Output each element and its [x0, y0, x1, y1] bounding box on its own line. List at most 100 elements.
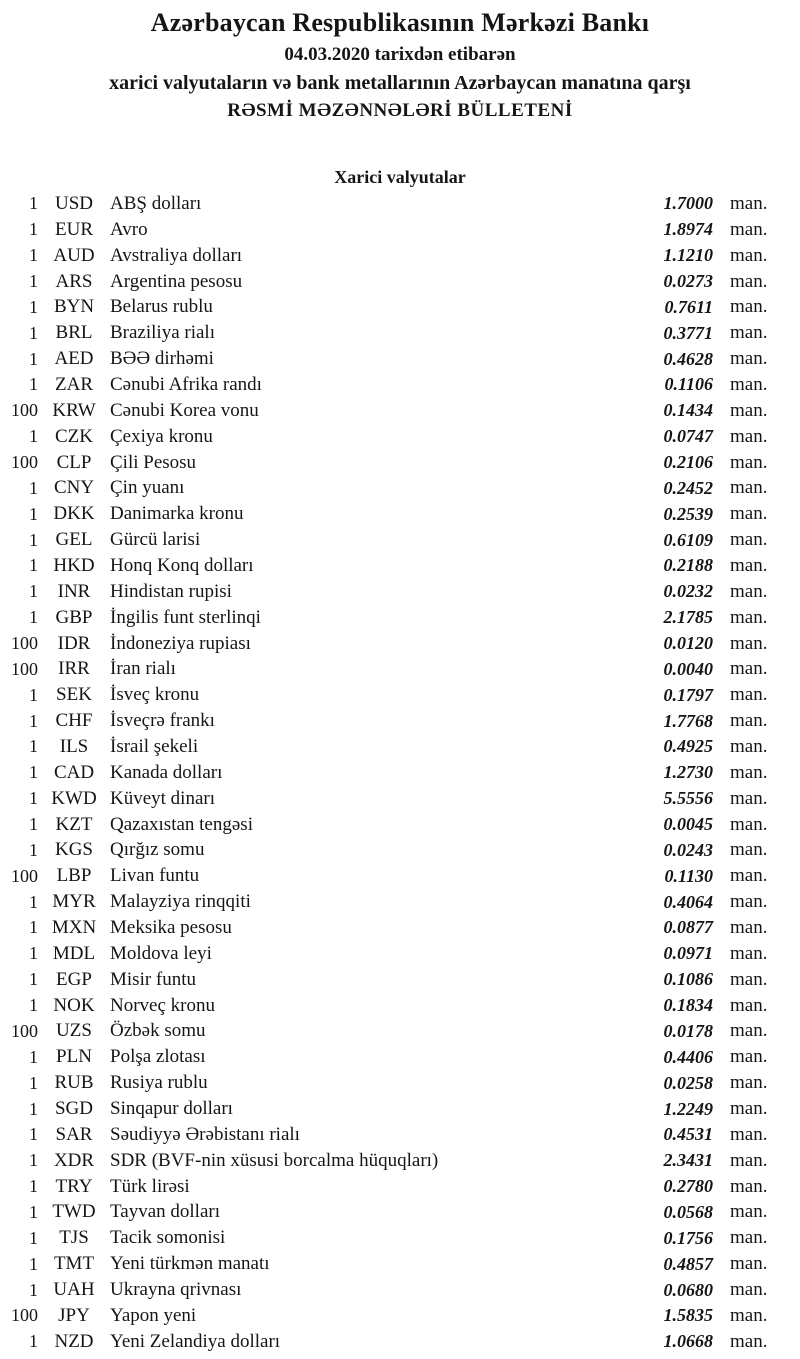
currency-name: Polşa zlotası — [110, 1046, 206, 1068]
currency-quantity: 100 — [11, 658, 38, 679]
currency-quantity: 1 — [29, 1046, 38, 1067]
currency-code: NZD — [54, 1330, 94, 1352]
currency-quantity: 1 — [29, 891, 38, 912]
currency-code: CZK — [55, 425, 93, 447]
currency-name: Belarus rublu — [110, 296, 213, 318]
currency-quantity: 1 — [29, 607, 38, 628]
currency-name: Tayvan dolları — [110, 1201, 220, 1223]
currency-row: 100 IRR İran rialı 0.0040 man. — [0, 656, 800, 682]
currency-row: 1 UAH Ukrayna qrivnası 0.0680 man. — [0, 1277, 800, 1303]
currency-rate: 0.0568 — [663, 1201, 714, 1222]
currency-code: DKK — [53, 503, 95, 525]
currency-name: ABŞ dolları — [110, 192, 202, 214]
currency-row: 1 PLN Polşa zlotası 0.4406 man. — [0, 1044, 800, 1070]
currency-unit-label: man. — [730, 322, 768, 344]
currency-unit-label: man. — [730, 813, 768, 835]
currency-code: KRW — [52, 399, 96, 421]
currency-name: Gürcü larisi — [110, 529, 201, 551]
currency-code: EGP — [56, 968, 92, 990]
currency-rate: 0.7611 — [664, 296, 713, 317]
currency-code: CNY — [53, 477, 95, 499]
currency-unit-label: man. — [730, 1046, 768, 1068]
currency-quantity: 100 — [11, 633, 38, 654]
currency-unit-label: man. — [730, 942, 768, 964]
currency-row: 1 HKD Honq Konq dolları 0.2188 man. — [0, 553, 800, 579]
currency-quantity: 1 — [29, 1227, 38, 1248]
currency-code: UZS — [56, 1020, 92, 1042]
currency-code: ZAR — [55, 373, 93, 395]
currency-quantity: 1 — [29, 736, 38, 757]
currency-quantity: 1 — [29, 1279, 38, 1300]
currency-quantity: 100 — [11, 865, 38, 886]
currency-unit-label: man. — [730, 1175, 768, 1197]
currency-name: Moldova leyi — [110, 942, 212, 964]
currency-code: KZT — [55, 813, 93, 835]
currency-unit-label: man. — [730, 218, 768, 240]
currency-code: CHF — [55, 710, 93, 732]
currency-unit-label: man. — [730, 373, 768, 395]
currency-code: TMT — [53, 1253, 95, 1275]
currency-rate: 0.1130 — [664, 865, 713, 886]
currency-rate: 1.2730 — [663, 762, 714, 783]
currency-row: 1 MXN Meksika pesosu 0.0877 man. — [0, 915, 800, 941]
currency-rate: 1.1210 — [663, 245, 714, 266]
currency-name: İngilis funt sterlinqi — [110, 606, 261, 628]
currency-quantity: 1 — [29, 969, 38, 990]
currency-code: MDL — [52, 942, 96, 964]
currency-unit-label: man. — [730, 1279, 768, 1301]
currency-rate: 1.5835 — [663, 1305, 714, 1326]
currency-name: Meksika pesosu — [110, 916, 232, 938]
currency-unit-label: man. — [730, 580, 768, 602]
currency-unit-label: man. — [730, 1098, 768, 1119]
currency-quantity: 1 — [29, 219, 38, 240]
currency-rate: 0.2539 — [663, 503, 714, 524]
currency-quantity: 1 — [29, 943, 38, 964]
currency-unit-label: man. — [730, 865, 768, 887]
currency-rate: 1.2249 — [663, 1098, 714, 1119]
currency-name: Yeni Zelandiya dolları — [110, 1330, 281, 1352]
currency-name: İran rialı — [110, 658, 176, 680]
currency-name: Livan funtu — [110, 865, 200, 887]
currency-name: Ukrayna qrivnası — [110, 1279, 242, 1301]
currency-rate: 0.1106 — [664, 374, 713, 395]
currency-row: 1 RUB Rusiya rublu 0.0258 man. — [0, 1070, 800, 1096]
currency-quantity: 1 — [29, 555, 38, 576]
currency-unit-label: man. — [730, 1330, 768, 1352]
currency-unit-label: man. — [730, 270, 768, 292]
currency-unit-label: man. — [730, 787, 768, 809]
currency-quantity: 1 — [29, 1253, 38, 1274]
currency-code: MYR — [52, 891, 96, 913]
currency-rate: 0.0877 — [663, 917, 714, 938]
currency-name: İsrail şekeli — [110, 735, 199, 757]
currency-quantity: 1 — [29, 374, 38, 395]
currency-row: 1 USD ABŞ dolları 1.7000 man. — [0, 191, 800, 217]
currency-name: Qırğız somu — [110, 839, 205, 861]
currency-row: 1 MDL Moldova leyi 0.0971 man. — [0, 941, 800, 967]
currency-unit-label: man. — [730, 994, 768, 1016]
currency-row: 1 NZD Yeni Zelandiya dolları 1.0668 man. — [0, 1329, 800, 1355]
currency-rate: 0.0258 — [663, 1072, 714, 1093]
currency-unit-label: man. — [730, 735, 768, 757]
currency-rate: 0.4064 — [663, 891, 714, 912]
currency-code: CAD — [53, 761, 95, 783]
currency-rate: 1.0668 — [663, 1331, 714, 1352]
currency-code: CLP — [56, 451, 92, 473]
currency-rate: 0.1756 — [663, 1227, 714, 1248]
currency-row: 1 BRL Braziliya rialı 0.3771 man. — [0, 320, 800, 346]
currency-rates-table: 1 USD ABŞ dolları 1.7000 man. 1 EUR Avro… — [0, 191, 800, 1355]
currency-quantity: 100 — [11, 1020, 38, 1041]
currency-quantity: 1 — [29, 1150, 38, 1171]
currency-unit-label: man. — [730, 839, 768, 861]
currency-name: İsveç kronu — [110, 684, 200, 706]
currency-unit-label: man. — [730, 968, 768, 990]
currency-quantity: 1 — [29, 1331, 38, 1352]
currency-rate: 1.8974 — [663, 219, 714, 240]
currency-unit-label: man. — [730, 684, 768, 706]
currency-quantity: 1 — [29, 1072, 38, 1093]
currency-code: SGD — [54, 1098, 93, 1119]
currency-name: Türk lirəsi — [110, 1175, 190, 1197]
currency-rate: 0.0680 — [663, 1279, 714, 1300]
currency-unit-label: man. — [730, 1149, 768, 1171]
currency-row: 1 GBP İngilis funt sterlinqi 2.1785 man. — [0, 605, 800, 631]
currency-quantity: 1 — [29, 581, 38, 602]
